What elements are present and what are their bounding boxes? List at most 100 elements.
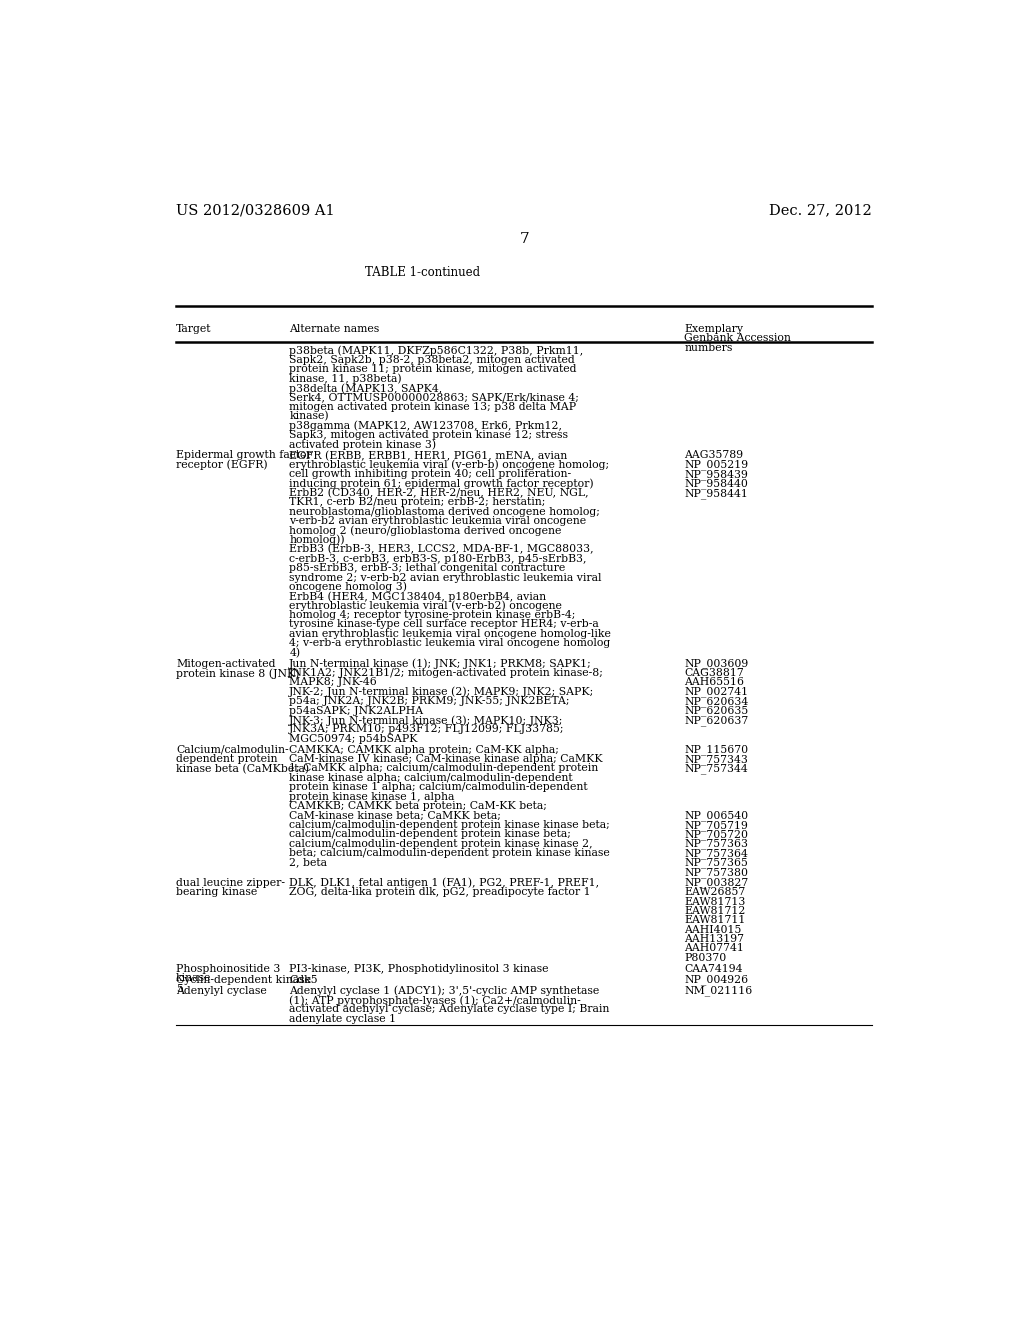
- Text: homolog 4; receptor tyrosine-protein kinase erbB-4;: homolog 4; receptor tyrosine-protein kin…: [289, 610, 575, 620]
- Text: Target: Target: [176, 323, 212, 334]
- Text: NP_004926: NP_004926: [684, 974, 749, 986]
- Text: NP_757343: NP_757343: [684, 754, 749, 764]
- Text: numbers: numbers: [684, 343, 733, 352]
- Text: NP_757344: NP_757344: [684, 763, 749, 775]
- Text: receptor (EGFR): receptor (EGFR): [176, 459, 267, 470]
- Text: dual leucine zipper-: dual leucine zipper-: [176, 878, 285, 888]
- Text: bearing kinase: bearing kinase: [176, 887, 257, 898]
- Text: CAMKKB; CAMKK beta protein; CaM-KK beta;: CAMKKB; CAMKK beta protein; CaM-KK beta;: [289, 801, 547, 810]
- Text: NP_757380: NP_757380: [684, 867, 749, 878]
- Text: activated protein kinase 3): activated protein kinase 3): [289, 440, 436, 450]
- Text: Dec. 27, 2012: Dec. 27, 2012: [769, 203, 872, 218]
- Text: adenylate cyclase 1: adenylate cyclase 1: [289, 1014, 396, 1024]
- Text: NP_620634: NP_620634: [684, 696, 749, 708]
- Text: p38gamma (MAPK12, AW123708, Erk6, Prkm12,: p38gamma (MAPK12, AW123708, Erk6, Prkm12…: [289, 421, 562, 432]
- Text: inducing protein 61; epidermal growth factor receptor): inducing protein 61; epidermal growth fa…: [289, 479, 594, 490]
- Text: activated adenylyl cyclase; Adenylate cyclase type I; Brain: activated adenylyl cyclase; Adenylate cy…: [289, 1005, 609, 1015]
- Text: p38delta (MAPK13, SAPK4,: p38delta (MAPK13, SAPK4,: [289, 383, 442, 393]
- Text: PI3-kinase, PI3K, Phosphotidylinositol 3 kinase: PI3-kinase, PI3K, Phosphotidylinositol 3…: [289, 964, 549, 974]
- Text: protein kinase 8 (JNK): protein kinase 8 (JNK): [176, 668, 300, 678]
- Text: CaM-kinase IV kinase; CaM-kinase kinase alpha; CaMKK: CaM-kinase IV kinase; CaM-kinase kinase …: [289, 754, 603, 764]
- Text: protein kinase 11; protein kinase, mitogen activated: protein kinase 11; protein kinase, mitog…: [289, 364, 577, 375]
- Text: NM_021116: NM_021116: [684, 986, 753, 997]
- Text: EAW81711: EAW81711: [684, 915, 745, 925]
- Text: P80370: P80370: [684, 953, 727, 962]
- Text: EAW26857: EAW26857: [684, 887, 745, 898]
- Text: EAW81712: EAW81712: [684, 906, 745, 916]
- Text: c-erbB-3, c-erbB3, erbB3-S, p180-ErbB3, p45-sErbB3,: c-erbB-3, c-erbB3, erbB3-S, p180-ErbB3, …: [289, 553, 587, 564]
- Text: beta; calcium/calmodulin-dependent protein kinase kinase: beta; calcium/calmodulin-dependent prote…: [289, 847, 610, 858]
- Text: AAG35789: AAG35789: [684, 450, 743, 461]
- Text: EAW81713: EAW81713: [684, 896, 745, 907]
- Text: NP_705719: NP_705719: [684, 820, 749, 830]
- Text: NP_757364: NP_757364: [684, 847, 749, 859]
- Text: Cdk5: Cdk5: [289, 974, 317, 985]
- Text: homolog 2 (neuro/glioblastoma derived oncogene: homolog 2 (neuro/glioblastoma derived on…: [289, 525, 561, 536]
- Text: TABLE 1-continued: TABLE 1-continued: [365, 265, 480, 279]
- Text: p54a; JNK2A; JNK2B; PRKM9; JNK-55; JNK2BETA;: p54a; JNK2A; JNK2B; PRKM9; JNK-55; JNK2B…: [289, 696, 569, 706]
- Text: NP_958440: NP_958440: [684, 479, 749, 490]
- Text: mitogen activated protein kinase 13; p38 delta MAP: mitogen activated protein kinase 13; p38…: [289, 401, 577, 412]
- Text: 5: 5: [176, 985, 183, 994]
- Text: neuroblastoma/glioblastoma derived oncogene homolog;: neuroblastoma/glioblastoma derived oncog…: [289, 507, 600, 516]
- Text: ErbB3 (ErbB-3, HER3, LCCS2, MDA-BF-1, MGC88033,: ErbB3 (ErbB-3, HER3, LCCS2, MDA-BF-1, MG…: [289, 544, 594, 554]
- Text: ZOG, delta-lika protein dlk, pG2, preadipocyte factor 1: ZOG, delta-lika protein dlk, pG2, preadi…: [289, 887, 591, 898]
- Text: dependent protein: dependent protein: [176, 754, 278, 764]
- Text: MAPK8; JNK-46: MAPK8; JNK-46: [289, 677, 377, 688]
- Text: calcium/calmodulin-dependent protein kinase kinase beta;: calcium/calmodulin-dependent protein kin…: [289, 820, 610, 830]
- Text: NP_003609: NP_003609: [684, 659, 749, 669]
- Text: Sapk3, mitogen activated protein kinase 12; stress: Sapk3, mitogen activated protein kinase …: [289, 430, 568, 440]
- Text: 4): 4): [289, 648, 300, 657]
- Text: Adenylyl cyclase: Adenylyl cyclase: [176, 986, 267, 995]
- Text: NP_002741: NP_002741: [684, 686, 749, 697]
- Text: erythroblastic leukemia viral (v-erb-b) oncogene homolog;: erythroblastic leukemia viral (v-erb-b) …: [289, 459, 609, 470]
- Text: protein kinase 1 alpha; calcium/calmodulin-dependent: protein kinase 1 alpha; calcium/calmodul…: [289, 783, 588, 792]
- Text: CaM-kinase kinase beta; CaMKK beta;: CaM-kinase kinase beta; CaMKK beta;: [289, 810, 501, 821]
- Text: NP_620635: NP_620635: [684, 706, 749, 717]
- Text: Genbank Accession: Genbank Accession: [684, 334, 792, 343]
- Text: NP_705720: NP_705720: [684, 829, 749, 840]
- Text: calcium/calmodulin-dependent protein kinase kinase 2,: calcium/calmodulin-dependent protein kin…: [289, 838, 593, 849]
- Text: kinase: kinase: [176, 973, 211, 983]
- Text: TKR1, c-erb B2/neu protein; erbB-2; herstatin;: TKR1, c-erb B2/neu protein; erbB-2; hers…: [289, 498, 546, 507]
- Text: NP_115670: NP_115670: [684, 744, 749, 755]
- Text: JNK-2; Jun N-terminal kinase (2); MAPK9; JNK2; SAPK;: JNK-2; Jun N-terminal kinase (2); MAPK9;…: [289, 686, 595, 697]
- Text: Epidermal growth factor: Epidermal growth factor: [176, 450, 311, 461]
- Text: Jun N-terminal kinase (1); JNK; JNK1; PRKM8; SAPK1;: Jun N-terminal kinase (1); JNK; JNK1; PR…: [289, 659, 592, 669]
- Text: MGC50974; p54bSAPK: MGC50974; p54bSAPK: [289, 734, 418, 743]
- Text: p38beta (MAPK11, DKFZp586C1322, P38b, Prkm11,: p38beta (MAPK11, DKFZp586C1322, P38b, Pr…: [289, 346, 584, 356]
- Text: 2, beta: 2, beta: [289, 858, 328, 867]
- Text: avian erythroblastic leukemia viral oncogene homolog-like: avian erythroblastic leukemia viral onco…: [289, 628, 611, 639]
- Text: p54aSAPK; JNK2ALPHA: p54aSAPK; JNK2ALPHA: [289, 706, 423, 715]
- Text: Exemplary: Exemplary: [684, 323, 743, 334]
- Text: Sapk2, Sapk2b, p38-2, p38beta2, mitogen activated: Sapk2, Sapk2b, p38-2, p38beta2, mitogen …: [289, 355, 574, 364]
- Text: cell growth inhibiting protein 40; cell proliferation-: cell growth inhibiting protein 40; cell …: [289, 469, 571, 479]
- Text: 4; v-erb-a erythroblastic leukemia viral oncogene homolog: 4; v-erb-a erythroblastic leukemia viral…: [289, 639, 610, 648]
- Text: Adenylyl cyclase 1 (ADCY1); 3',5'-cyclic AMP synthetase: Adenylyl cyclase 1 (ADCY1); 3',5'-cyclic…: [289, 986, 599, 997]
- Text: 1; CaMKK alpha; calcium/calmodulin-dependent protein: 1; CaMKK alpha; calcium/calmodulin-depen…: [289, 763, 598, 774]
- Text: CAMKKA; CAMKK alpha protein; CaM-KK alpha;: CAMKKA; CAMKK alpha protein; CaM-KK alph…: [289, 744, 559, 755]
- Text: NP_006540: NP_006540: [684, 810, 749, 821]
- Text: NP_003827: NP_003827: [684, 878, 749, 888]
- Text: AAH65516: AAH65516: [684, 677, 744, 688]
- Text: ErbB4 (HER4, MGC138404, p180erbB4, avian: ErbB4 (HER4, MGC138404, p180erbB4, avian: [289, 591, 547, 602]
- Text: tyrosine kinase-type cell surface receptor HER4; v-erb-a: tyrosine kinase-type cell surface recept…: [289, 619, 599, 630]
- Text: EGFR (ERBB, ERBB1, HER1, PIG61, mENA, avian: EGFR (ERBB, ERBB1, HER1, PIG61, mENA, av…: [289, 450, 567, 461]
- Text: NP_958441: NP_958441: [684, 488, 749, 499]
- Text: CAA74194: CAA74194: [684, 964, 743, 974]
- Text: AAH07741: AAH07741: [684, 944, 744, 953]
- Text: Phosphoinositide 3: Phosphoinositide 3: [176, 964, 281, 974]
- Text: kinase kinase alpha; calcium/calmodulin-dependent: kinase kinase alpha; calcium/calmodulin-…: [289, 774, 572, 783]
- Text: Mitogen-activated: Mitogen-activated: [176, 659, 275, 669]
- Text: (1); ATP pyrophosphate-lyases (1); Ca2+/calmodulin-: (1); ATP pyrophosphate-lyases (1); Ca2+/…: [289, 995, 581, 1006]
- Text: CAG38817: CAG38817: [684, 668, 744, 678]
- Text: protein kinase kinase 1, alpha: protein kinase kinase 1, alpha: [289, 792, 455, 801]
- Text: erythroblastic leukemia viral (v-erb-b2) oncogene: erythroblastic leukemia viral (v-erb-b2)…: [289, 601, 562, 611]
- Text: homolog)): homolog)): [289, 535, 345, 545]
- Text: 7: 7: [520, 232, 529, 247]
- Text: NP_620637: NP_620637: [684, 715, 749, 726]
- Text: NP_005219: NP_005219: [684, 459, 749, 470]
- Text: JNK1A2; JNK21B1/2; mitogen-activated protein kinase-8;: JNK1A2; JNK21B1/2; mitogen-activated pro…: [289, 668, 604, 678]
- Text: kinase): kinase): [289, 412, 329, 421]
- Text: syndrome 2; v-erb-b2 avian erythroblastic leukemia viral: syndrome 2; v-erb-b2 avian erythroblasti…: [289, 573, 602, 582]
